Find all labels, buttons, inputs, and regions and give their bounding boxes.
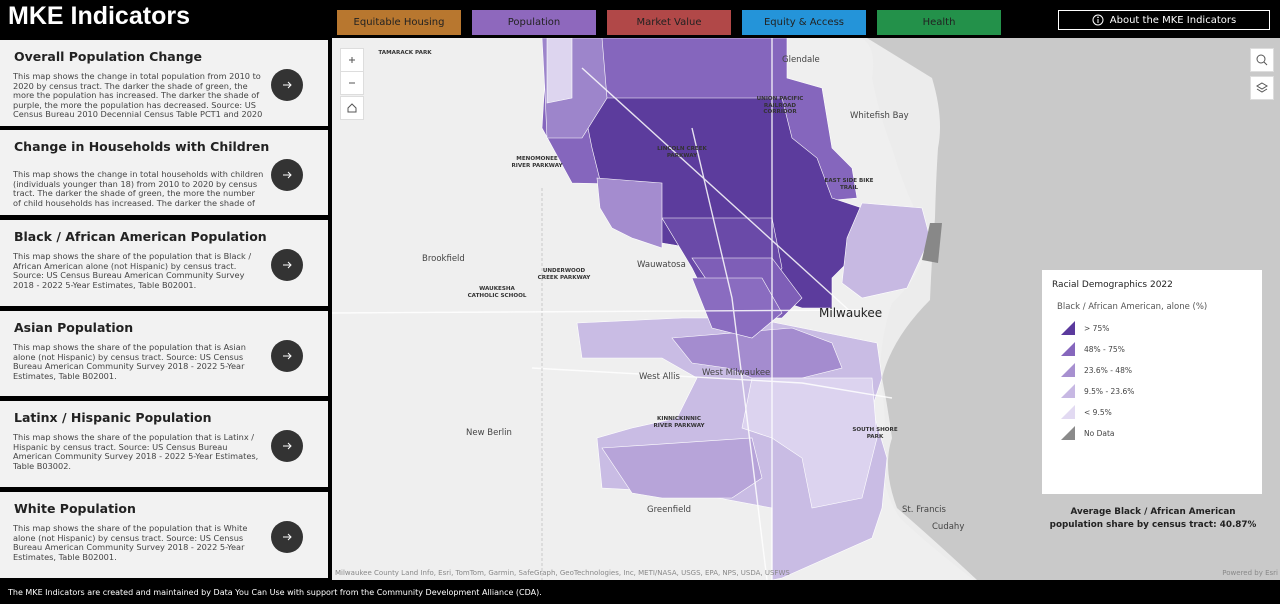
map-place-label: West Milwaukee [702,368,771,378]
card-arrow-button[interactable] [271,249,303,281]
legend-swatch [1061,363,1075,377]
card: White Population This map shows the share… [0,492,328,578]
arrow-icon [283,442,292,450]
map-feature-label: WAUKESHA CATHOLIC SCHOOL [467,286,527,299]
legend-swatch [1061,384,1075,398]
arrow-icon [283,352,292,359]
map-feature-label: LINCOLN CREEK PARKWAY [657,146,707,159]
legend-label: > 75% [1084,323,1110,333]
legend-item: No Data [1060,425,1115,441]
footer: The MKE Indicators are created and maint… [8,588,542,597]
card-arrow-button[interactable] [271,521,303,553]
info-icon [1092,14,1104,26]
card-title: Latinx / Hispanic Population [14,410,212,425]
card-arrow-button[interactable] [271,430,303,462]
map-feature-label: SOUTH SHORE PARK [852,427,898,440]
card-description: This map shows the share of the populati… [13,524,248,562]
search-button[interactable] [1250,48,1274,72]
arrow-icon [283,533,292,541]
map-place-label: Whitefish Bay [850,111,909,121]
tracts [541,38,931,580]
card-arrow-button[interactable] [271,339,303,372]
map-feature-label: TAMARACK PARK [378,50,432,56]
map-place-label: Greenfield [647,505,692,515]
about-label: About the MKE Indicators [1109,14,1237,26]
card-description: This map shows the share of the populati… [13,433,259,471]
legend-subtitle: Black / African American, alone (%) [1057,302,1208,312]
arrow-icon [283,171,292,178]
legend-label: 48% - 75% [1084,344,1125,354]
card-description: This map shows the share of the populati… [13,252,252,290]
card-arrow-button[interactable] [271,69,303,101]
map-place-label: New Berlin [466,428,512,438]
legend-swatch [1061,321,1075,335]
summary-text: Average Black / African American populat… [1049,507,1257,530]
card-title: Asian Population [14,320,134,335]
legend-label: 9.5% - 23.6% [1084,386,1135,396]
legend-item: > 75% [1060,320,1109,336]
legend-label: 23.6% - 48% [1084,365,1132,375]
map-place-label: Glendale [782,55,820,65]
roads [332,38,893,580]
legend-item: 23.6% - 48% [1060,362,1132,378]
card-title: Overall Population Change [14,49,203,64]
no-data-tract [922,223,942,263]
map-place-label: St. Francis [902,505,946,515]
tab[interactable]: Equitable Housing [336,9,462,36]
legend-swatch [1061,405,1075,419]
map-feature-label: MENOMONEE RIVER PARKWAY [511,156,563,169]
map-feature-label: KINNICKINNIC RIVER PARKWAY [653,416,705,429]
card-title: Change in Households with Children [14,139,270,154]
map-feature-label: EAST SIDE BIKE TRAIL [824,178,874,191]
home-button[interactable] [340,96,364,120]
map-place-label: Wauwatosa [637,260,686,270]
powered-by: Powered by Esri [1222,569,1278,577]
tab[interactable]: Equity & Access [741,9,867,36]
legend-label: No Data [1084,428,1115,438]
map-feature-label: UNION PACIFIC RAILROAD CORRIDOR [756,96,804,115]
arrow-icon [283,261,292,269]
tab[interactable]: Health [876,9,1002,36]
legend-swatch [1061,426,1075,440]
map-place-label: Cudahy [932,522,965,532]
tab[interactable]: Market Value [606,9,732,36]
zoom-in-button[interactable] [340,48,364,72]
map-place-label: Milwaukee [819,306,883,320]
tab[interactable]: Population [471,9,597,36]
card-description: This map shows the share of the populati… [13,343,246,381]
card-arrow-button[interactable] [271,158,303,191]
card: Overall Population Change This map shows … [0,40,328,126]
layers-button[interactable] [1250,76,1274,100]
card: Latinx / Hispanic Population This map sho… [0,401,328,487]
card-title: White Population [14,501,136,516]
map-place-label: Brookfield [422,254,465,264]
card-title: Black / African American Population [14,229,267,244]
arrow-icon [283,81,292,89]
legend-swatch [1061,342,1075,356]
card: Change in Households with Children This m… [0,130,328,215]
legend-item: < 9.5% [1060,404,1112,420]
legend-item: 9.5% - 23.6% [1060,383,1134,399]
about-button[interactable]: About the MKE Indicators [1058,10,1270,30]
legend-title: Racial Demographics 2022 [1052,280,1173,290]
zoom-out-button[interactable] [340,71,364,95]
map-place-label: West Allis [639,372,680,382]
legend-label: < 9.5% [1084,407,1112,417]
map-feature-label: UNDERWOOD CREEK PARKWAY [537,268,591,281]
card: Black / African American Population This … [0,220,328,306]
card: Asian Population This map shows the share… [0,311,328,396]
card-description: This map shows the change in total popul… [13,72,263,120]
legend: Racial Demographics 2022 Black / African… [1042,270,1262,494]
map-attribution: Milwaukee County Land Info, Esri, TomTom… [335,569,790,577]
app-title: MKE Indicators [8,2,190,30]
card-description: This map shows the change in total house… [13,170,264,208]
legend-item: 48% - 75% [1060,341,1125,357]
